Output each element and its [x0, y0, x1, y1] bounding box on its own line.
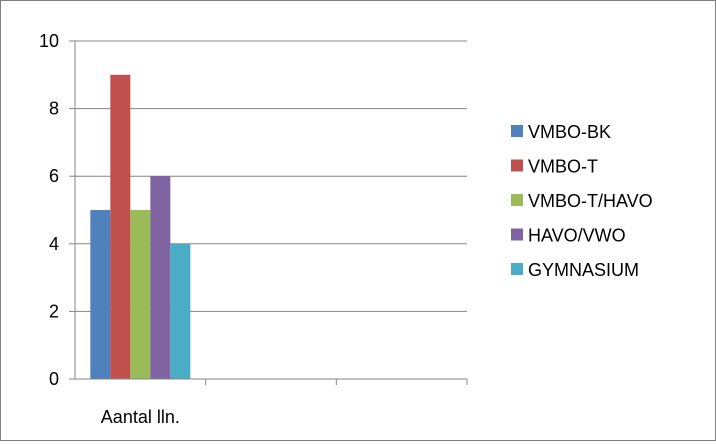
bar-gymnasium: [170, 243, 191, 379]
y-tick-label: 8: [49, 99, 59, 119]
y-tick-label: 6: [49, 166, 59, 186]
y-tick-labels: 0 2 4 6 8 10: [39, 31, 59, 389]
legend: VMBO-BK VMBO-T VMBO-T/HAVO HAVO/VWO GYMNASIU…: [511, 122, 653, 280]
x-tick-labels: Aantal lln.: [101, 407, 180, 427]
x-tick-label: Aantal lln.: [101, 407, 180, 427]
legend-swatch: [511, 159, 523, 172]
axes: [69, 40, 468, 385]
y-tick-label: 10: [39, 31, 59, 51]
bar-havo-vwo: [150, 176, 171, 379]
legend-swatch: [511, 125, 523, 137]
legend-label: VMBO-BK: [528, 122, 611, 142]
y-tick-label: 4: [49, 234, 59, 254]
legend-swatch: [511, 263, 523, 275]
bars: [90, 74, 191, 380]
bar-vmbo-bk: [90, 210, 111, 379]
legend-swatch: [511, 228, 523, 241]
legend-swatch: [511, 194, 523, 206]
legend-label: VMBO-T: [528, 157, 598, 177]
legend-label: GYMNASIUM: [528, 260, 639, 280]
y-tick-label: 2: [49, 301, 59, 321]
bar-vmbo-t: [110, 74, 131, 380]
y-tick-label: 0: [49, 369, 59, 389]
legend-label: VMBO-T/HAVO: [528, 191, 653, 211]
legend-label: HAVO/VWO: [528, 226, 626, 246]
bar-vmbo-t-havo: [130, 210, 151, 379]
